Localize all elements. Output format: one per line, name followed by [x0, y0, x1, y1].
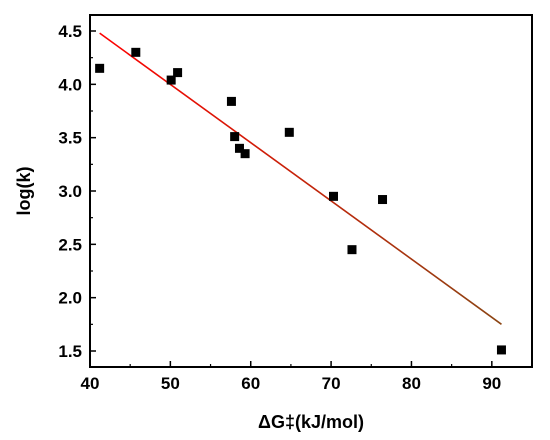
x-tick-label: 60	[241, 374, 260, 393]
x-tick-label: 50	[161, 374, 180, 393]
x-tick-label: 80	[402, 374, 421, 393]
x-tick-label: 70	[322, 374, 341, 393]
data-point	[173, 68, 183, 78]
x-axis-ticks: 40 50 60 70 80 90	[81, 361, 501, 393]
x-tick-label: 90	[482, 374, 501, 393]
y-tick-label: 1.5	[58, 342, 82, 361]
y-tick-label: 3.0	[58, 182, 82, 201]
data-point	[95, 63, 105, 73]
y-tick-label: 3.5	[58, 129, 82, 148]
y-tick-label: 2.5	[58, 235, 82, 254]
plot-frame	[89, 14, 533, 368]
data-point	[226, 96, 236, 106]
y-tick-label: 4.0	[58, 75, 82, 94]
y-axis-ticks: 1.5 2.0 2.5 3.0 3.5 4.0 4.5	[58, 22, 96, 361]
data-points	[95, 47, 506, 355]
x-axis-label: ΔG‡(kJ/mol)	[258, 412, 364, 432]
y-axis-label: log(k)	[14, 167, 34, 216]
data-point	[496, 345, 506, 355]
data-point	[166, 75, 176, 85]
data-point	[284, 127, 294, 137]
data-point	[230, 132, 240, 142]
data-point	[378, 195, 388, 205]
fit-line	[99, 32, 502, 325]
x-tick-label: 40	[81, 374, 100, 393]
data-point	[131, 47, 141, 57]
data-point	[240, 149, 250, 159]
y-tick-label: 2.0	[58, 289, 82, 308]
data-point	[234, 143, 244, 153]
y-tick-label: 4.5	[58, 22, 82, 41]
data-point	[347, 245, 357, 255]
data-point	[329, 191, 339, 201]
